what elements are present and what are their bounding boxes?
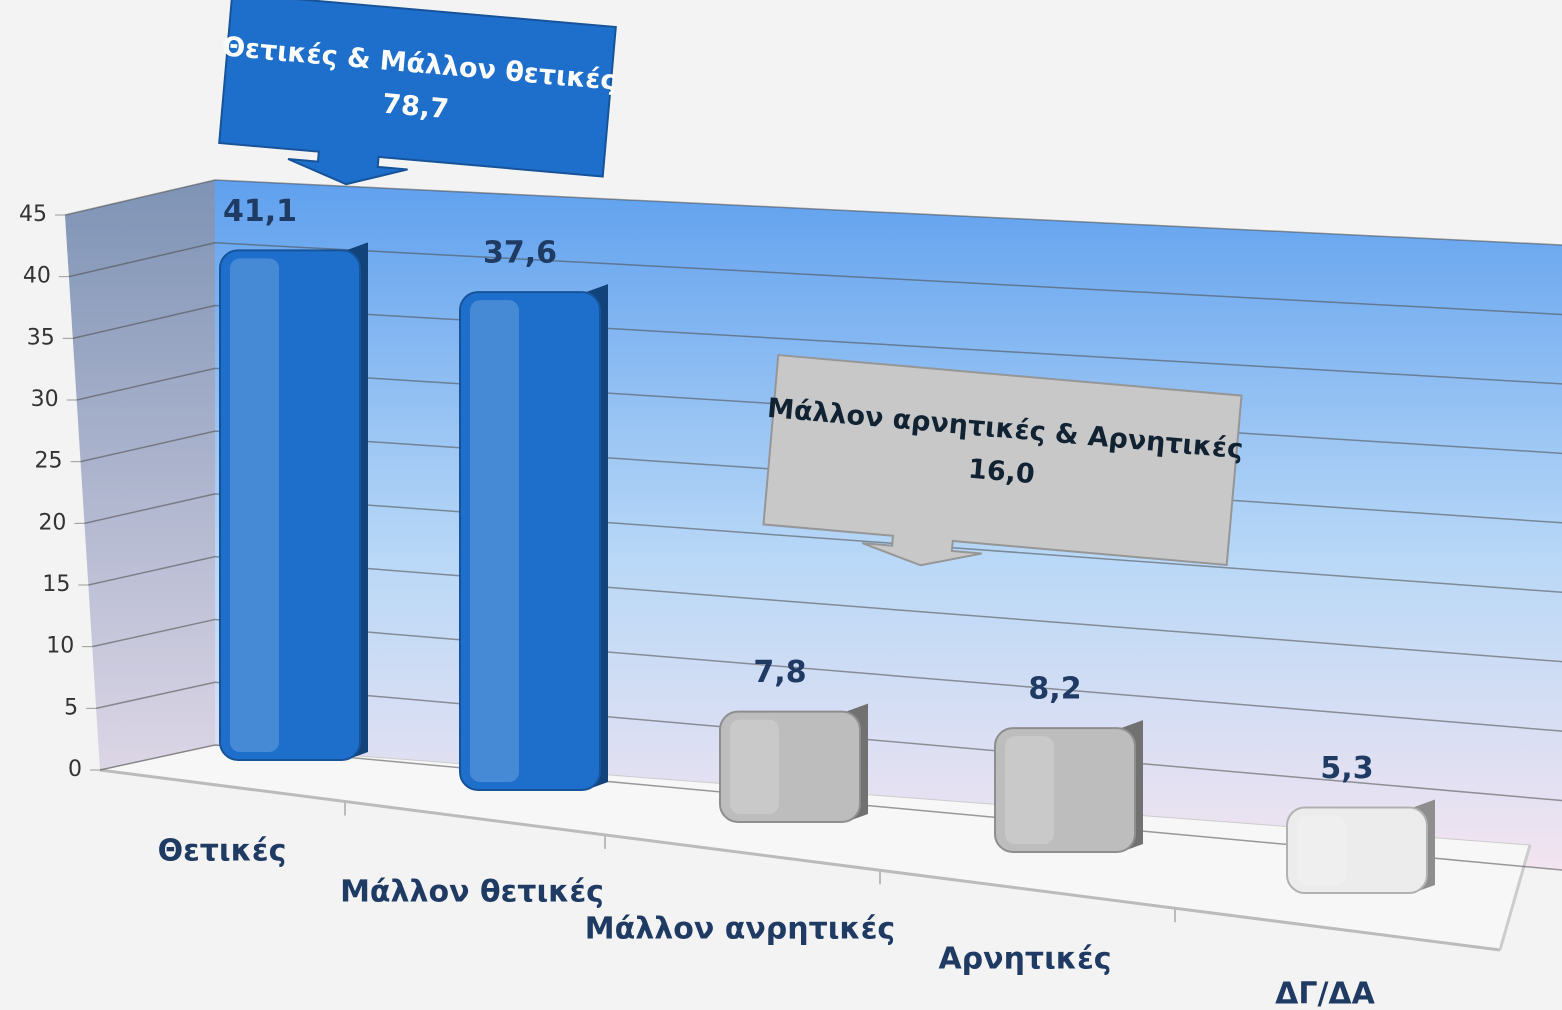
bar-highlight: [1297, 815, 1346, 885]
x-tick-label: Αρνητικές: [938, 942, 1111, 977]
bar: [459, 291, 601, 791]
grid-line: [92, 618, 1562, 732]
bar: [719, 710, 861, 824]
callout-value: 78,7: [381, 89, 450, 126]
y-tick-label: 15: [42, 572, 70, 597]
bar: [1286, 806, 1428, 894]
callout-box: [218, 0, 617, 186]
value-label: 41,1: [223, 194, 297, 229]
x-tick-label: ΔΓ/ΔΑ: [1275, 977, 1376, 1010]
y-tick-label: 20: [38, 510, 66, 535]
grid-line: [64, 179, 1562, 246]
y-tick-label: 0: [68, 757, 82, 782]
grid-line: [68, 242, 1562, 316]
callout-value: 16,0: [967, 454, 1036, 491]
value-label: 8,2: [1028, 672, 1081, 707]
x-tick-label: Θετικές: [158, 834, 287, 869]
value-label: 37,6: [483, 236, 557, 271]
y-tick-label: 35: [27, 325, 55, 350]
value-label: 5,3: [1320, 751, 1373, 786]
grid-line: [88, 555, 1562, 663]
grid-line: [84, 493, 1562, 593]
y-tick-label: 5: [64, 695, 78, 720]
y-tick-label: 10: [46, 634, 74, 659]
x-tick-label: Μάλλον ανρητικές: [585, 912, 895, 947]
x-tick-label: Μάλλον θετικές: [340, 875, 604, 910]
y-tick-label: 25: [35, 449, 63, 474]
bar-highlight: [730, 719, 779, 814]
y-tick-label: 40: [23, 264, 51, 289]
bar: [219, 249, 361, 762]
bar: [994, 727, 1136, 854]
bar-highlight: [1005, 736, 1054, 844]
bar-highlight: [470, 300, 519, 782]
side-wall: [65, 180, 215, 770]
value-label: 7,8: [753, 655, 806, 690]
bar-highlight: [230, 258, 279, 752]
floor-edge: [1498, 844, 1532, 951]
y-tick-label: 30: [31, 387, 59, 412]
callout-box: [762, 353, 1243, 567]
x-axis: [99, 768, 1501, 952]
grid-line: [72, 304, 1562, 385]
y-tick-label: 45: [19, 202, 47, 227]
